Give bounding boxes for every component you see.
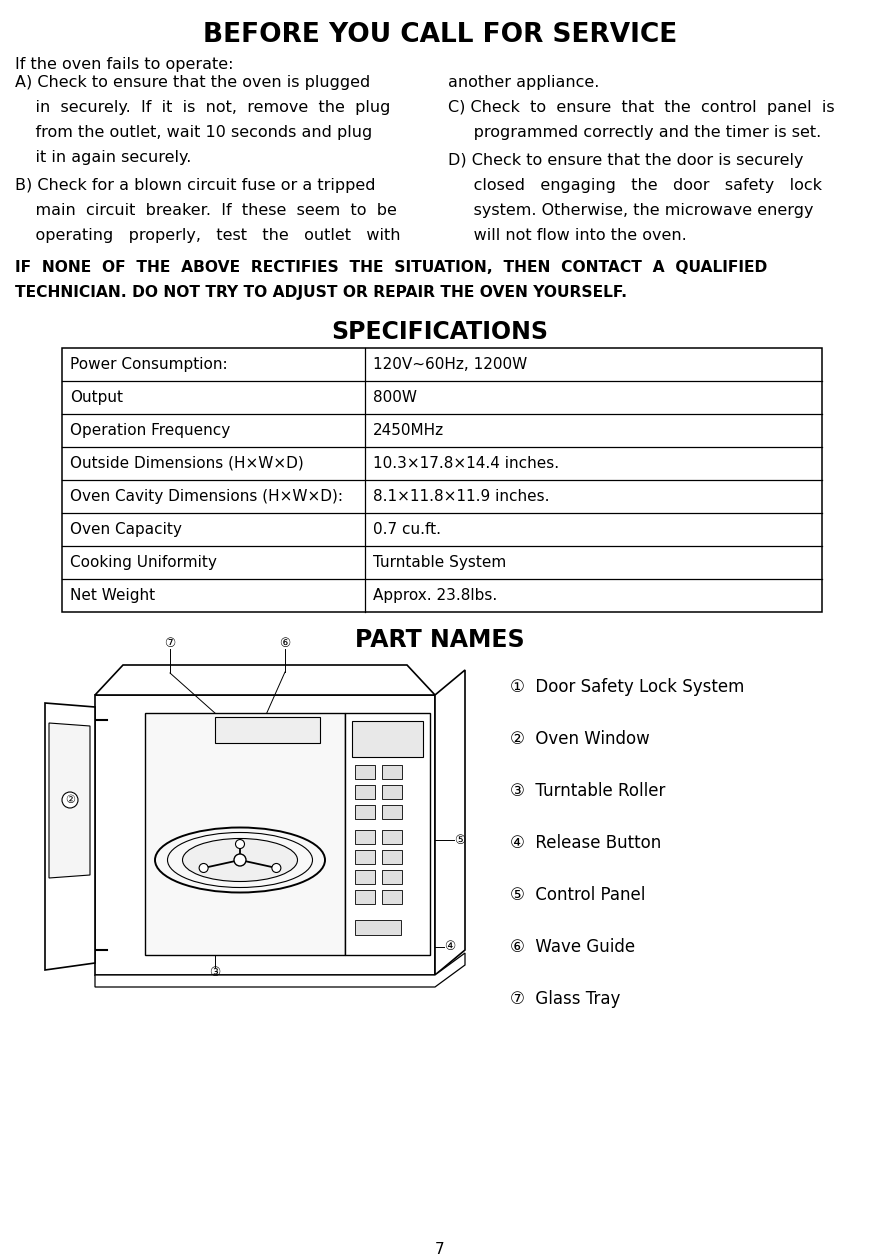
Circle shape [62,792,78,808]
Polygon shape [352,721,423,757]
Text: D) Check to ensure that the door is securely: D) Check to ensure that the door is secu… [448,154,803,167]
Polygon shape [382,805,402,820]
Text: ④: ④ [444,940,456,953]
Polygon shape [382,765,402,779]
Text: Cooking Uniformity: Cooking Uniformity [70,554,216,569]
Text: Operation Frequency: Operation Frequency [70,423,231,437]
Polygon shape [355,890,375,904]
Text: from the outlet, wait 10 seconds and plug: from the outlet, wait 10 seconds and plu… [15,125,372,140]
Polygon shape [95,953,465,987]
Text: closed   engaging   the   door   safety   lock: closed engaging the door safety lock [448,178,822,193]
Text: will not flow into the oven.: will not flow into the oven. [448,228,686,243]
Polygon shape [95,695,435,974]
Text: If the oven fails to operate:: If the oven fails to operate: [15,57,233,72]
Text: IF  NONE  OF  THE  ABOVE  RECTIFIES  THE  SITUATION,  THEN  CONTACT  A  QUALIFIE: IF NONE OF THE ABOVE RECTIFIES THE SITUA… [15,261,767,274]
Circle shape [234,854,246,866]
Polygon shape [382,850,402,864]
Circle shape [272,864,281,872]
Text: C) Check  to  ensure  that  the  control  panel  is: C) Check to ensure that the control pane… [448,99,834,115]
Text: ⑥  Wave Guide: ⑥ Wave Guide [510,938,635,956]
Polygon shape [355,920,401,935]
Text: 800W: 800W [373,389,417,404]
Text: ②: ② [65,794,75,805]
Text: programmed correctly and the timer is set.: programmed correctly and the timer is se… [448,125,821,140]
Circle shape [236,840,245,849]
Text: ⑤  Control Panel: ⑤ Control Panel [510,886,645,904]
Text: BEFORE YOU CALL FOR SERVICE: BEFORE YOU CALL FOR SERVICE [203,21,677,48]
Polygon shape [355,786,375,799]
Text: Power Consumption:: Power Consumption: [70,356,228,371]
Text: 2450MHz: 2450MHz [373,423,444,437]
Text: 8.1×11.8×11.9 inches.: 8.1×11.8×11.9 inches. [373,488,549,504]
Text: ⑤: ⑤ [454,833,466,846]
Polygon shape [435,670,465,974]
Text: ④  Release Button: ④ Release Button [510,833,661,852]
Polygon shape [145,713,345,956]
Text: Turntable System: Turntable System [373,554,506,569]
Text: ③: ③ [209,967,221,980]
Polygon shape [45,703,95,969]
Text: ②  Oven Window: ② Oven Window [510,730,649,748]
Text: ⑥: ⑥ [279,637,290,650]
Text: PART NAMES: PART NAMES [356,628,524,652]
Text: B) Check for a blown circuit fuse or a tripped: B) Check for a blown circuit fuse or a t… [15,178,376,193]
Polygon shape [355,830,375,844]
Text: Output: Output [70,389,123,404]
Text: ⑦: ⑦ [165,637,176,650]
Text: another appliance.: another appliance. [448,76,599,89]
Text: TECHNICIAN. DO NOT TRY TO ADJUST OR REPAIR THE OVEN YOURSELF.: TECHNICIAN. DO NOT TRY TO ADJUST OR REPA… [15,285,627,300]
Text: in  securely.  If  it  is  not,  remove  the  plug: in securely. If it is not, remove the pl… [15,99,391,115]
Text: ⑦  Glass Tray: ⑦ Glass Tray [510,990,620,1008]
Text: 7: 7 [436,1241,444,1256]
Polygon shape [382,786,402,799]
Ellipse shape [182,838,297,881]
Text: Oven Capacity: Oven Capacity [70,521,182,536]
Text: SPECIFICATIONS: SPECIFICATIONS [332,320,548,344]
Text: 10.3×17.8×14.4 inches.: 10.3×17.8×14.4 inches. [373,456,559,471]
Text: system. Otherwise, the microwave energy: system. Otherwise, the microwave energy [448,203,813,218]
Text: ③  Turntable Roller: ③ Turntable Roller [510,782,665,799]
Polygon shape [355,765,375,779]
Polygon shape [355,870,375,884]
Text: 120V~60Hz, 1200W: 120V~60Hz, 1200W [373,356,527,371]
Text: Net Weight: Net Weight [70,588,155,603]
Polygon shape [355,850,375,864]
Polygon shape [215,716,320,743]
Text: 0.7 cu.ft.: 0.7 cu.ft. [373,521,441,536]
Circle shape [199,864,209,872]
Polygon shape [382,890,402,904]
Text: main  circuit  breaker.  If  these  seem  to  be: main circuit breaker. If these seem to b… [15,203,397,218]
Text: ①  Door Safety Lock System: ① Door Safety Lock System [510,679,744,696]
Polygon shape [382,870,402,884]
Polygon shape [355,805,375,820]
Polygon shape [49,723,90,878]
Polygon shape [345,713,430,956]
Text: operating   properly,   test   the   outlet   with: operating properly, test the outlet with [15,228,400,243]
Text: A) Check to ensure that the oven is plugged: A) Check to ensure that the oven is plug… [15,76,370,89]
Polygon shape [382,830,402,844]
Text: Outside Dimensions (H×W×D): Outside Dimensions (H×W×D) [70,456,304,471]
Text: Approx. 23.8lbs.: Approx. 23.8lbs. [373,588,497,603]
Text: it in again securely.: it in again securely. [15,150,191,165]
Text: Oven Cavity Dimensions (H×W×D):: Oven Cavity Dimensions (H×W×D): [70,488,343,504]
Polygon shape [95,665,435,695]
